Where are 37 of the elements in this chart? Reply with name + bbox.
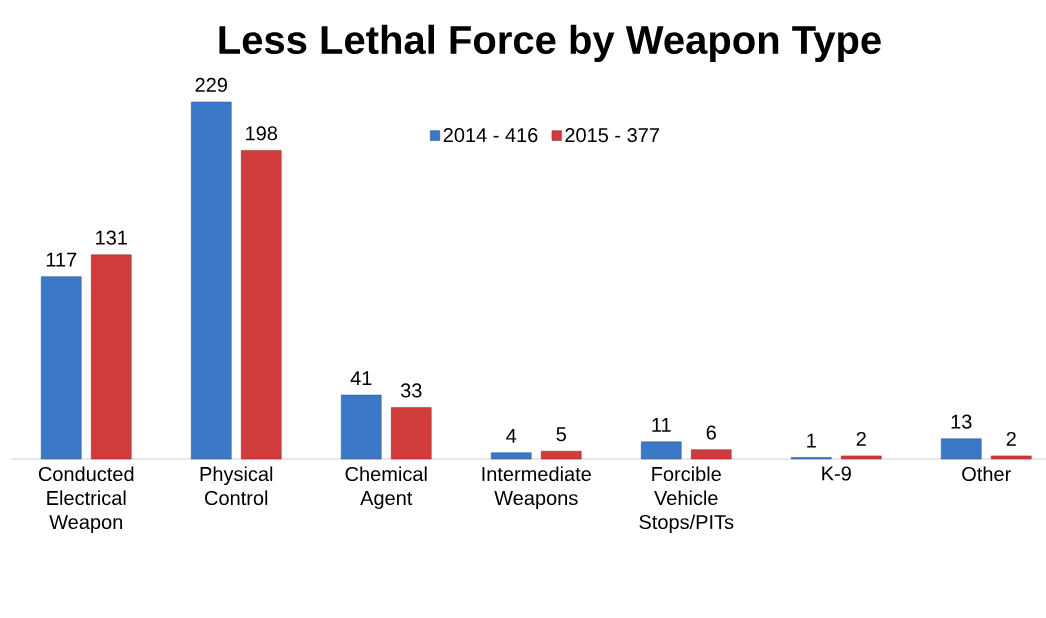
data-label: 117 bbox=[46, 252, 77, 267]
data-label: 2 bbox=[1006, 431, 1016, 446]
data-label: 1 bbox=[807, 433, 816, 448]
data-label: 33 bbox=[400, 383, 422, 398]
x-tick-label: Chemical Agent bbox=[345, 466, 427, 510]
data-label: 229 bbox=[195, 77, 227, 93]
x-tick-label: Conducted Electrical Weapon bbox=[38, 466, 134, 534]
data-label: 11 bbox=[652, 418, 671, 432]
x-tick-label: K-9 bbox=[822, 466, 851, 481]
data-label: 6 bbox=[706, 425, 716, 440]
bar bbox=[690, 449, 732, 460]
data-label: 13 bbox=[951, 414, 972, 429]
bar bbox=[190, 101, 232, 460]
bar bbox=[40, 276, 82, 460]
x-tick-label: Other bbox=[962, 466, 1011, 482]
bar bbox=[490, 452, 532, 460]
legend-label: 2015 - 377 bbox=[565, 128, 659, 143]
bar bbox=[340, 394, 382, 460]
bar bbox=[390, 407, 432, 460]
chart-title: Less Lethal Force by Weapon Type bbox=[219, 24, 881, 63]
data-label: 131 bbox=[96, 230, 127, 245]
data-label: 2 bbox=[856, 431, 866, 446]
bar bbox=[840, 455, 882, 460]
bar bbox=[90, 254, 132, 460]
data-label: 5 bbox=[556, 427, 566, 442]
data-label: 41 bbox=[350, 371, 372, 386]
data-label: 4 bbox=[506, 428, 517, 443]
legend-label: 2014 - 416 bbox=[443, 128, 538, 143]
bar bbox=[990, 455, 1032, 460]
bar bbox=[540, 450, 582, 460]
bar bbox=[240, 150, 282, 460]
x-tick-label: Physical Control bbox=[200, 466, 273, 506]
bar bbox=[640, 441, 682, 460]
data-label: 198 bbox=[246, 126, 278, 141]
x-tick-label: Forcible Vehicle Stops/PITs bbox=[639, 466, 734, 534]
x-tick-label: Intermediate Weapons bbox=[482, 466, 591, 510]
bar bbox=[940, 438, 982, 460]
